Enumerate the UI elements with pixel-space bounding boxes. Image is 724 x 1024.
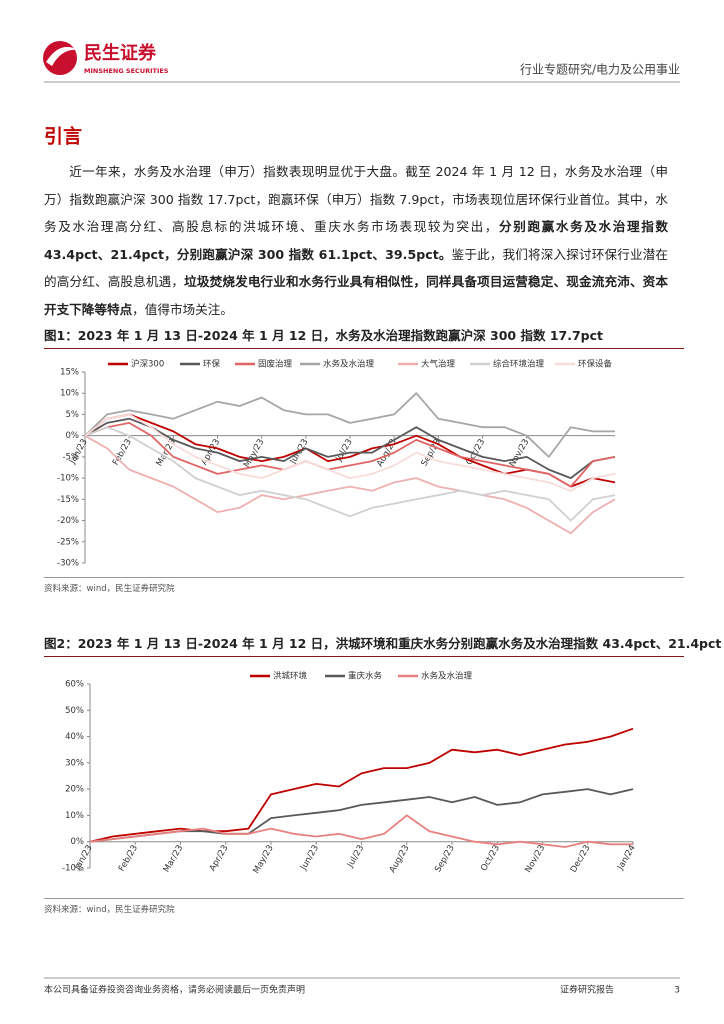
legend-label: 大气治理	[421, 359, 456, 370]
legend-label: 固废治理	[258, 359, 293, 370]
y-tick-label: -15%	[57, 495, 79, 505]
legend-label: 水务及水治理	[323, 359, 375, 370]
x-tick-label: May/23	[251, 843, 275, 875]
series-line	[84, 426, 616, 522]
y-tick-label: 60%	[65, 680, 84, 690]
text: 近一年来，水务及水治理（申万）指数表现明显优于大盘。截至 2024 年 1 月 …	[44, 164, 668, 234]
x-tick-label: Oct/23	[479, 843, 502, 873]
header-category: 行业专题研究/电力及公用事业	[520, 62, 680, 77]
y-tick-label: 0%	[71, 837, 85, 847]
series-line	[84, 417, 616, 479]
series-line	[89, 727, 634, 843]
legend-label: 环保	[203, 359, 221, 370]
text: ，值得市场关注。	[132, 301, 233, 317]
logo-en: MINSHENG SECURITIES	[84, 67, 169, 75]
y-tick-label: 40%	[65, 732, 84, 742]
bold-text: 分别跑赢水务及水治理指数 43.4pct、21.4pct，分别跑赢沪深 300 …	[44, 219, 668, 262]
footer-page: 3	[674, 986, 680, 996]
legend-label: 重庆水务	[348, 671, 383, 682]
series-line	[89, 788, 634, 843]
y-tick-label: 15%	[60, 368, 79, 378]
series-line	[84, 422, 616, 488]
logo: 民生证券 MINSHENG SECURITIES	[43, 41, 169, 75]
y-tick-label: -5%	[62, 452, 79, 462]
y-tick-label: 5%	[66, 410, 80, 420]
series-line	[84, 434, 616, 535]
x-tick-label: Feb/23	[117, 843, 140, 873]
logo-cn: 民生证券	[84, 42, 157, 64]
x-tick-label: Nov/23	[523, 843, 547, 874]
y-tick-label: -10%	[62, 864, 84, 874]
figure-title: 图1：2023 年 1 月 13 日-2024 年 1 月 12 日，水务及水治…	[44, 325, 684, 349]
footer-disclaimer: 本公司具备证券投资咨询业务资格，请务必阅读最后一页免责声明	[44, 984, 305, 996]
x-tick-label: May/23	[242, 437, 266, 469]
intro-paragraph: 近一年来，水务及水治理（申万）指数表现明显优于大盘。截至 2024 年 1 月 …	[44, 158, 668, 323]
y-tick-label: 50%	[65, 706, 84, 716]
series-line	[89, 814, 633, 848]
y-tick-label: -20%	[57, 516, 79, 526]
footer-report-type: 证券研究报告	[560, 984, 614, 996]
figure-title: 图2：2023 年 1 月 13 日-2024 年 1 月 12 日，洪城环境和…	[44, 633, 721, 657]
legend-label: 沪深300	[131, 359, 164, 370]
legend-label: 洪城环境	[273, 671, 308, 682]
y-tick-label: 30%	[65, 758, 84, 768]
y-tick-label: -30%	[57, 559, 79, 569]
y-tick-label: 20%	[65, 785, 84, 795]
y-tick-label: 10%	[60, 389, 79, 399]
series-line	[84, 392, 615, 458]
y-tick-label: -25%	[57, 537, 79, 547]
x-tick-label: Sep/23	[433, 843, 457, 874]
x-tick-label: Apr/23	[208, 843, 231, 873]
x-tick-label: Aug/23	[388, 843, 412, 874]
x-tick-label: Jan/24	[615, 843, 638, 872]
x-tick-label: Dec/23	[569, 843, 593, 874]
x-tick-label: Nov/23	[508, 437, 532, 468]
x-tick-label: Jul/23	[345, 843, 366, 870]
bold-text: 垃圾焚烧发电行业和水务行业具有相似性，同样具备项目运营稳定、现金流充沛、资本开支…	[44, 274, 669, 317]
y-tick-label: -10%	[57, 474, 79, 484]
text: 鉴于此，我们将深入探讨环保行业潜在的高分红、高股息机遇，	[44, 246, 669, 290]
legend-label: 综合环境治理	[493, 359, 545, 370]
legend-label: 水务及水治理	[421, 671, 473, 682]
x-tick-label: Mar/23	[162, 843, 186, 874]
series-line	[84, 413, 616, 492]
figure-source: 资料来源：wind，民生证券研究院	[44, 898, 684, 915]
section-title: 引言	[44, 125, 82, 148]
legend-label: 环保设备	[578, 359, 613, 370]
figure-source: 资料来源：wind，民生证券研究院	[44, 577, 684, 594]
y-tick-label: 0%	[66, 431, 80, 441]
y-tick-label: 10%	[65, 811, 84, 821]
x-tick-label: Jun/23	[298, 843, 321, 872]
